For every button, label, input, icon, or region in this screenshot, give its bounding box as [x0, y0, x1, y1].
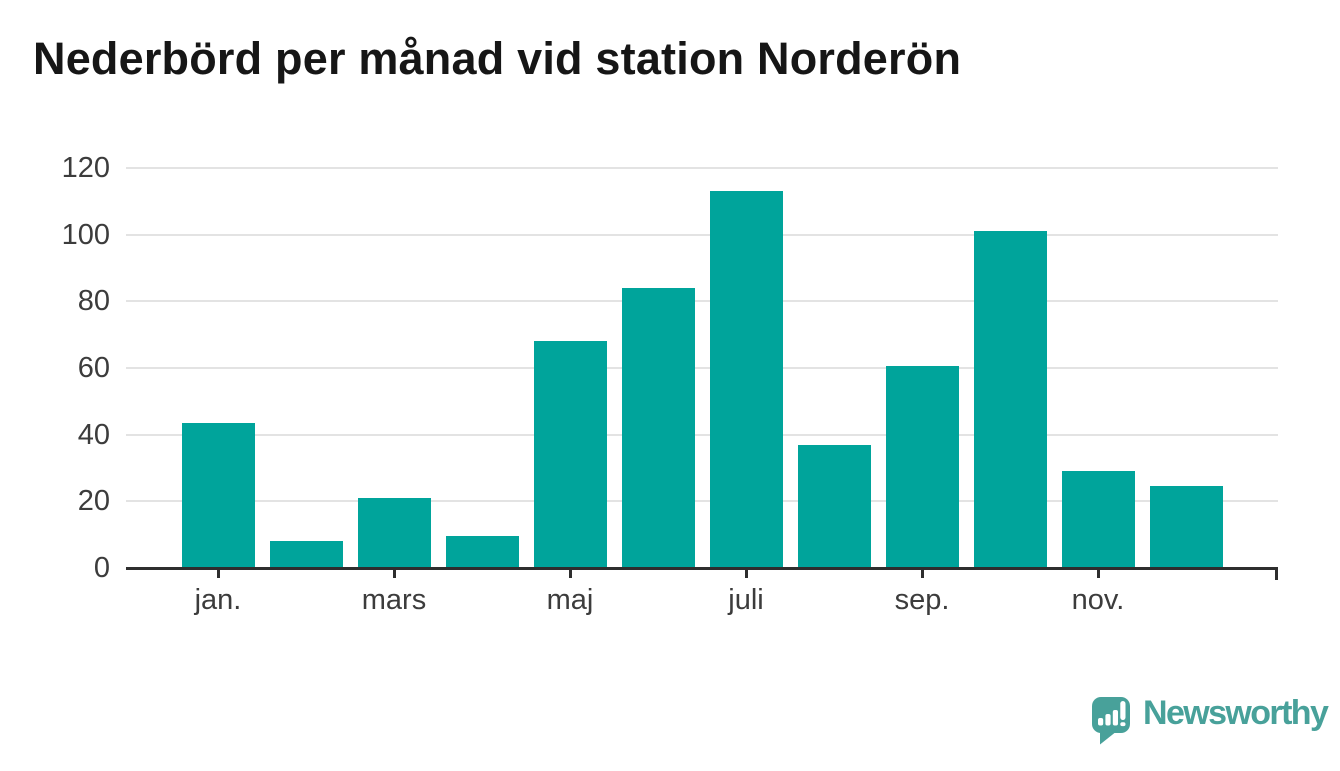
x-axis-label-mars: mars	[361, 584, 427, 616]
y-axis-label-60: 60	[77, 352, 110, 384]
bar-11	[1061, 471, 1135, 568]
bar-7	[709, 191, 783, 568]
y-axis-label-0: 0	[93, 552, 110, 584]
gridline-y-20	[126, 500, 1278, 503]
y-axis-label-100: 100	[61, 218, 110, 251]
x-axis-line	[126, 566, 1278, 570]
bar-2	[269, 541, 343, 568]
y-axis-label-20: 20	[77, 485, 110, 518]
x-axis-tick-mars	[392, 569, 396, 578]
bar-12	[1149, 486, 1223, 568]
x-axis-tick-jan	[216, 569, 220, 578]
bar-10	[973, 231, 1047, 568]
newsworthy-brand: Newsworthy	[1092, 694, 1329, 747]
gridline-y-100	[126, 233, 1278, 236]
x-axis-label-jan: jan.	[194, 584, 242, 616]
bar-4	[445, 536, 519, 568]
gridline-y-40	[126, 433, 1278, 436]
x-axis-tick-nov	[1096, 569, 1100, 578]
newsworthy-logo-icon	[1092, 697, 1130, 745]
x-axis-tick-juli	[744, 569, 748, 578]
bar-9	[885, 366, 959, 568]
newsworthy-wordmark: Newsworthy	[1143, 694, 1329, 732]
gridline-y-120	[126, 167, 1278, 169]
bar-3	[357, 498, 431, 568]
chart-title: Nederbörd per månad vid station Norderön	[33, 33, 962, 84]
x-axis-label-sep: sep.	[894, 584, 950, 616]
bar-6	[621, 288, 695, 568]
bar-5	[533, 341, 607, 568]
gridline-y-80	[126, 300, 1278, 303]
x-axis-label-maj: maj	[546, 584, 594, 616]
x-axis-end-cap	[1275, 566, 1278, 580]
y-axis-label-120: 120	[61, 152, 110, 184]
x-axis-label-juli: juli	[728, 584, 764, 616]
gridline-y-60	[126, 367, 1278, 369]
x-axis-tick-sep	[920, 569, 924, 578]
x-axis-tick-maj	[568, 569, 572, 578]
bar-8	[797, 444, 871, 568]
x-axis-label-nov: nov.	[1071, 584, 1125, 616]
y-axis-label-80: 80	[77, 285, 110, 318]
y-axis-label-40: 40	[77, 418, 110, 451]
bar-1	[181, 423, 255, 568]
